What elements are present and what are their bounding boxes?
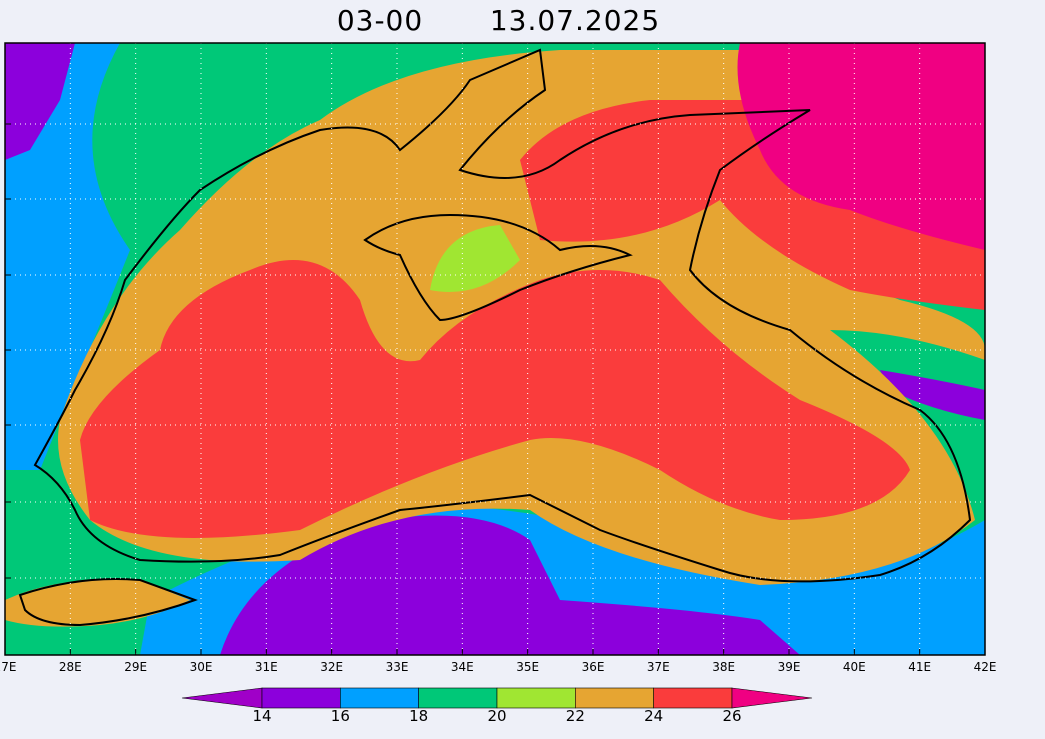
coastline-sw	[18, 578, 198, 627]
colorbar-segment	[575, 687, 654, 709]
x-tick-label: 42E	[974, 660, 997, 674]
field-purple-east	[880, 370, 985, 420]
x-tick-label: 39E	[778, 660, 801, 674]
field-lime	[430, 225, 520, 292]
field-blue-west	[5, 43, 130, 470]
coastline	[33, 48, 972, 583]
x-tick-label: 36E	[582, 660, 605, 674]
x-tick-label: 35E	[516, 660, 539, 674]
x-tick-label: 37E	[647, 660, 670, 674]
colorbar-label: 14	[252, 707, 271, 725]
colorbar-under	[181, 687, 263, 709]
x-tick-label: 29E	[124, 660, 147, 674]
x-tick-label: 32E	[320, 660, 343, 674]
colorbar-label: 22	[566, 707, 585, 725]
title-time: 03-00	[337, 4, 423, 37]
title-date: 13.07.2025	[490, 4, 660, 37]
colorbar-label: 24	[644, 707, 663, 725]
x-tick-label: 34E	[451, 660, 474, 674]
colorbar: 14 16 18 20 22 24 26	[181, 687, 813, 725]
field-purple-nw	[5, 43, 75, 160]
x-tick-label: 27E	[0, 660, 16, 674]
x-tick-label: 40E	[843, 660, 866, 674]
colorbar-label: 16	[331, 707, 350, 725]
x-tick-label: 28E	[59, 660, 82, 674]
colorbar-segment	[418, 687, 498, 709]
x-tick-label: 41E	[908, 660, 931, 674]
field-magenta	[737, 43, 985, 250]
colorbar-segment	[261, 687, 341, 709]
x-tick-label: 38E	[712, 660, 735, 674]
grid	[5, 43, 985, 655]
axis: 27E 28E 29E 30E 31E 32E 33E 34E 35E 36E 37E 38E 39E 4…	[0, 123, 997, 674]
x-tick-label: 31E	[255, 660, 278, 674]
x-tick-label: 30E	[190, 660, 213, 674]
colorbar-segment	[496, 687, 576, 709]
colorbar-label: 26	[722, 707, 741, 725]
colorbar-label: 18	[409, 707, 428, 725]
colorbar-segment	[340, 687, 419, 709]
temperature-field	[5, 43, 985, 655]
map-frame	[4, 42, 986, 656]
colorbar-segment	[653, 687, 733, 709]
field-red-central	[80, 260, 910, 538]
x-tick-label: 33E	[386, 660, 409, 674]
field-purple-south	[220, 515, 800, 655]
colorbar-label: 20	[487, 707, 506, 725]
colorbar-over	[731, 687, 813, 709]
